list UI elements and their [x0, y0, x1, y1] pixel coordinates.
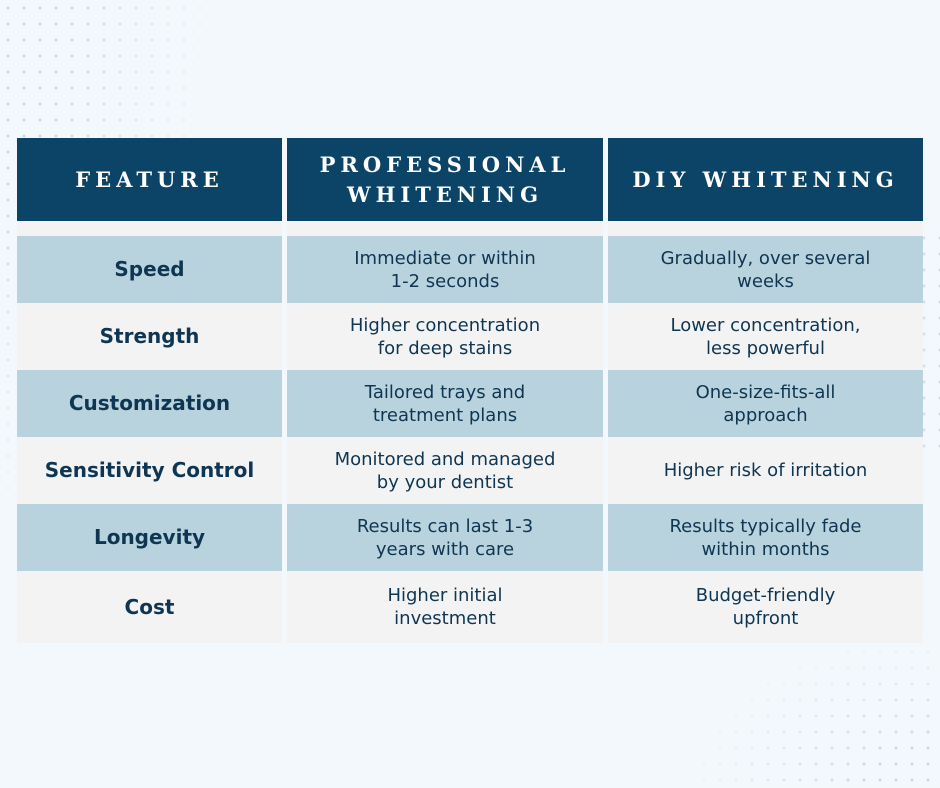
diy-cell: One-size-fits-all approach: [608, 370, 923, 437]
table-row: Sensitivity Control Monitored and manage…: [17, 437, 923, 504]
header-feature: FEATURE: [17, 138, 282, 221]
table-row: Cost Higher initial investment Budget-fr…: [17, 571, 923, 643]
feature-label: Cost: [124, 594, 175, 619]
diy-cell: Gradually, over several weeks: [608, 236, 923, 303]
comparison-table: FEATURE PROFESSIONAL WHITENING DIY WHITE…: [17, 138, 923, 643]
table-row: Strength Higher concentration for deep s…: [17, 303, 923, 370]
table-header-row: FEATURE PROFESSIONAL WHITENING DIY WHITE…: [17, 138, 923, 221]
table-spacer: [17, 221, 923, 236]
feature-cell: Speed: [17, 236, 282, 303]
professional-cell: Immediate or within 1-2 seconds: [287, 236, 603, 303]
feature-cell: Longevity: [17, 504, 282, 571]
table-row: Speed Immediate or within 1-2 seconds Gr…: [17, 236, 923, 303]
feature-label: Customization: [68, 391, 231, 415]
header-professional-whitening: PROFESSIONAL WHITENING: [287, 138, 603, 221]
feature-cell: Cost: [17, 571, 282, 643]
diy-value: One-size-fits-all approach: [695, 381, 836, 426]
diy-value: Results typically fade within months: [669, 515, 862, 560]
professional-value: Immediate or within 1-2 seconds: [354, 247, 536, 292]
diy-cell: Results typically fade within months: [608, 504, 923, 571]
professional-value: Tailored trays and treatment plans: [364, 381, 526, 426]
professional-value: Higher initial investment: [387, 585, 503, 629]
professional-cell: Higher initial investment: [287, 571, 603, 643]
table-row: Customization Tailored trays and treatme…: [17, 370, 923, 437]
diy-cell: Budget-friendly upfront: [608, 571, 923, 643]
table-row: Longevity Results can last 1-3 years wit…: [17, 504, 923, 571]
header-diy-whitening: DIY WHITENING: [608, 138, 923, 221]
diy-value: Lower concentration, less powerful: [670, 314, 861, 359]
feature-cell: Strength: [17, 303, 282, 370]
feature-cell: Customization: [17, 370, 282, 437]
feature-cell: Sensitivity Control: [17, 437, 282, 504]
decorative-dot-pattern: [680, 628, 940, 788]
professional-cell: Results can last 1-3 years with care: [287, 504, 603, 571]
feature-label: Strength: [99, 324, 200, 348]
diy-value: Budget-friendly upfront: [695, 585, 836, 629]
diy-cell: Higher risk of irritation: [608, 437, 923, 504]
professional-cell: Monitored and managed by your dentist: [287, 437, 603, 504]
professional-cell: Higher concentration for deep stains: [287, 303, 603, 370]
feature-label: Sensitivity Control: [44, 458, 255, 482]
diy-value: Higher risk of irritation: [663, 460, 868, 481]
professional-value: Results can last 1-3 years with care: [356, 515, 534, 560]
professional-cell: Tailored trays and treatment plans: [287, 370, 603, 437]
diy-cell: Lower concentration, less powerful: [608, 303, 923, 370]
diy-value: Gradually, over several weeks: [660, 247, 871, 292]
professional-value: Higher concentration for deep stains: [349, 314, 541, 359]
professional-value: Monitored and managed by your dentist: [334, 448, 556, 493]
feature-label: Longevity: [93, 525, 206, 549]
feature-label: Speed: [114, 257, 185, 281]
